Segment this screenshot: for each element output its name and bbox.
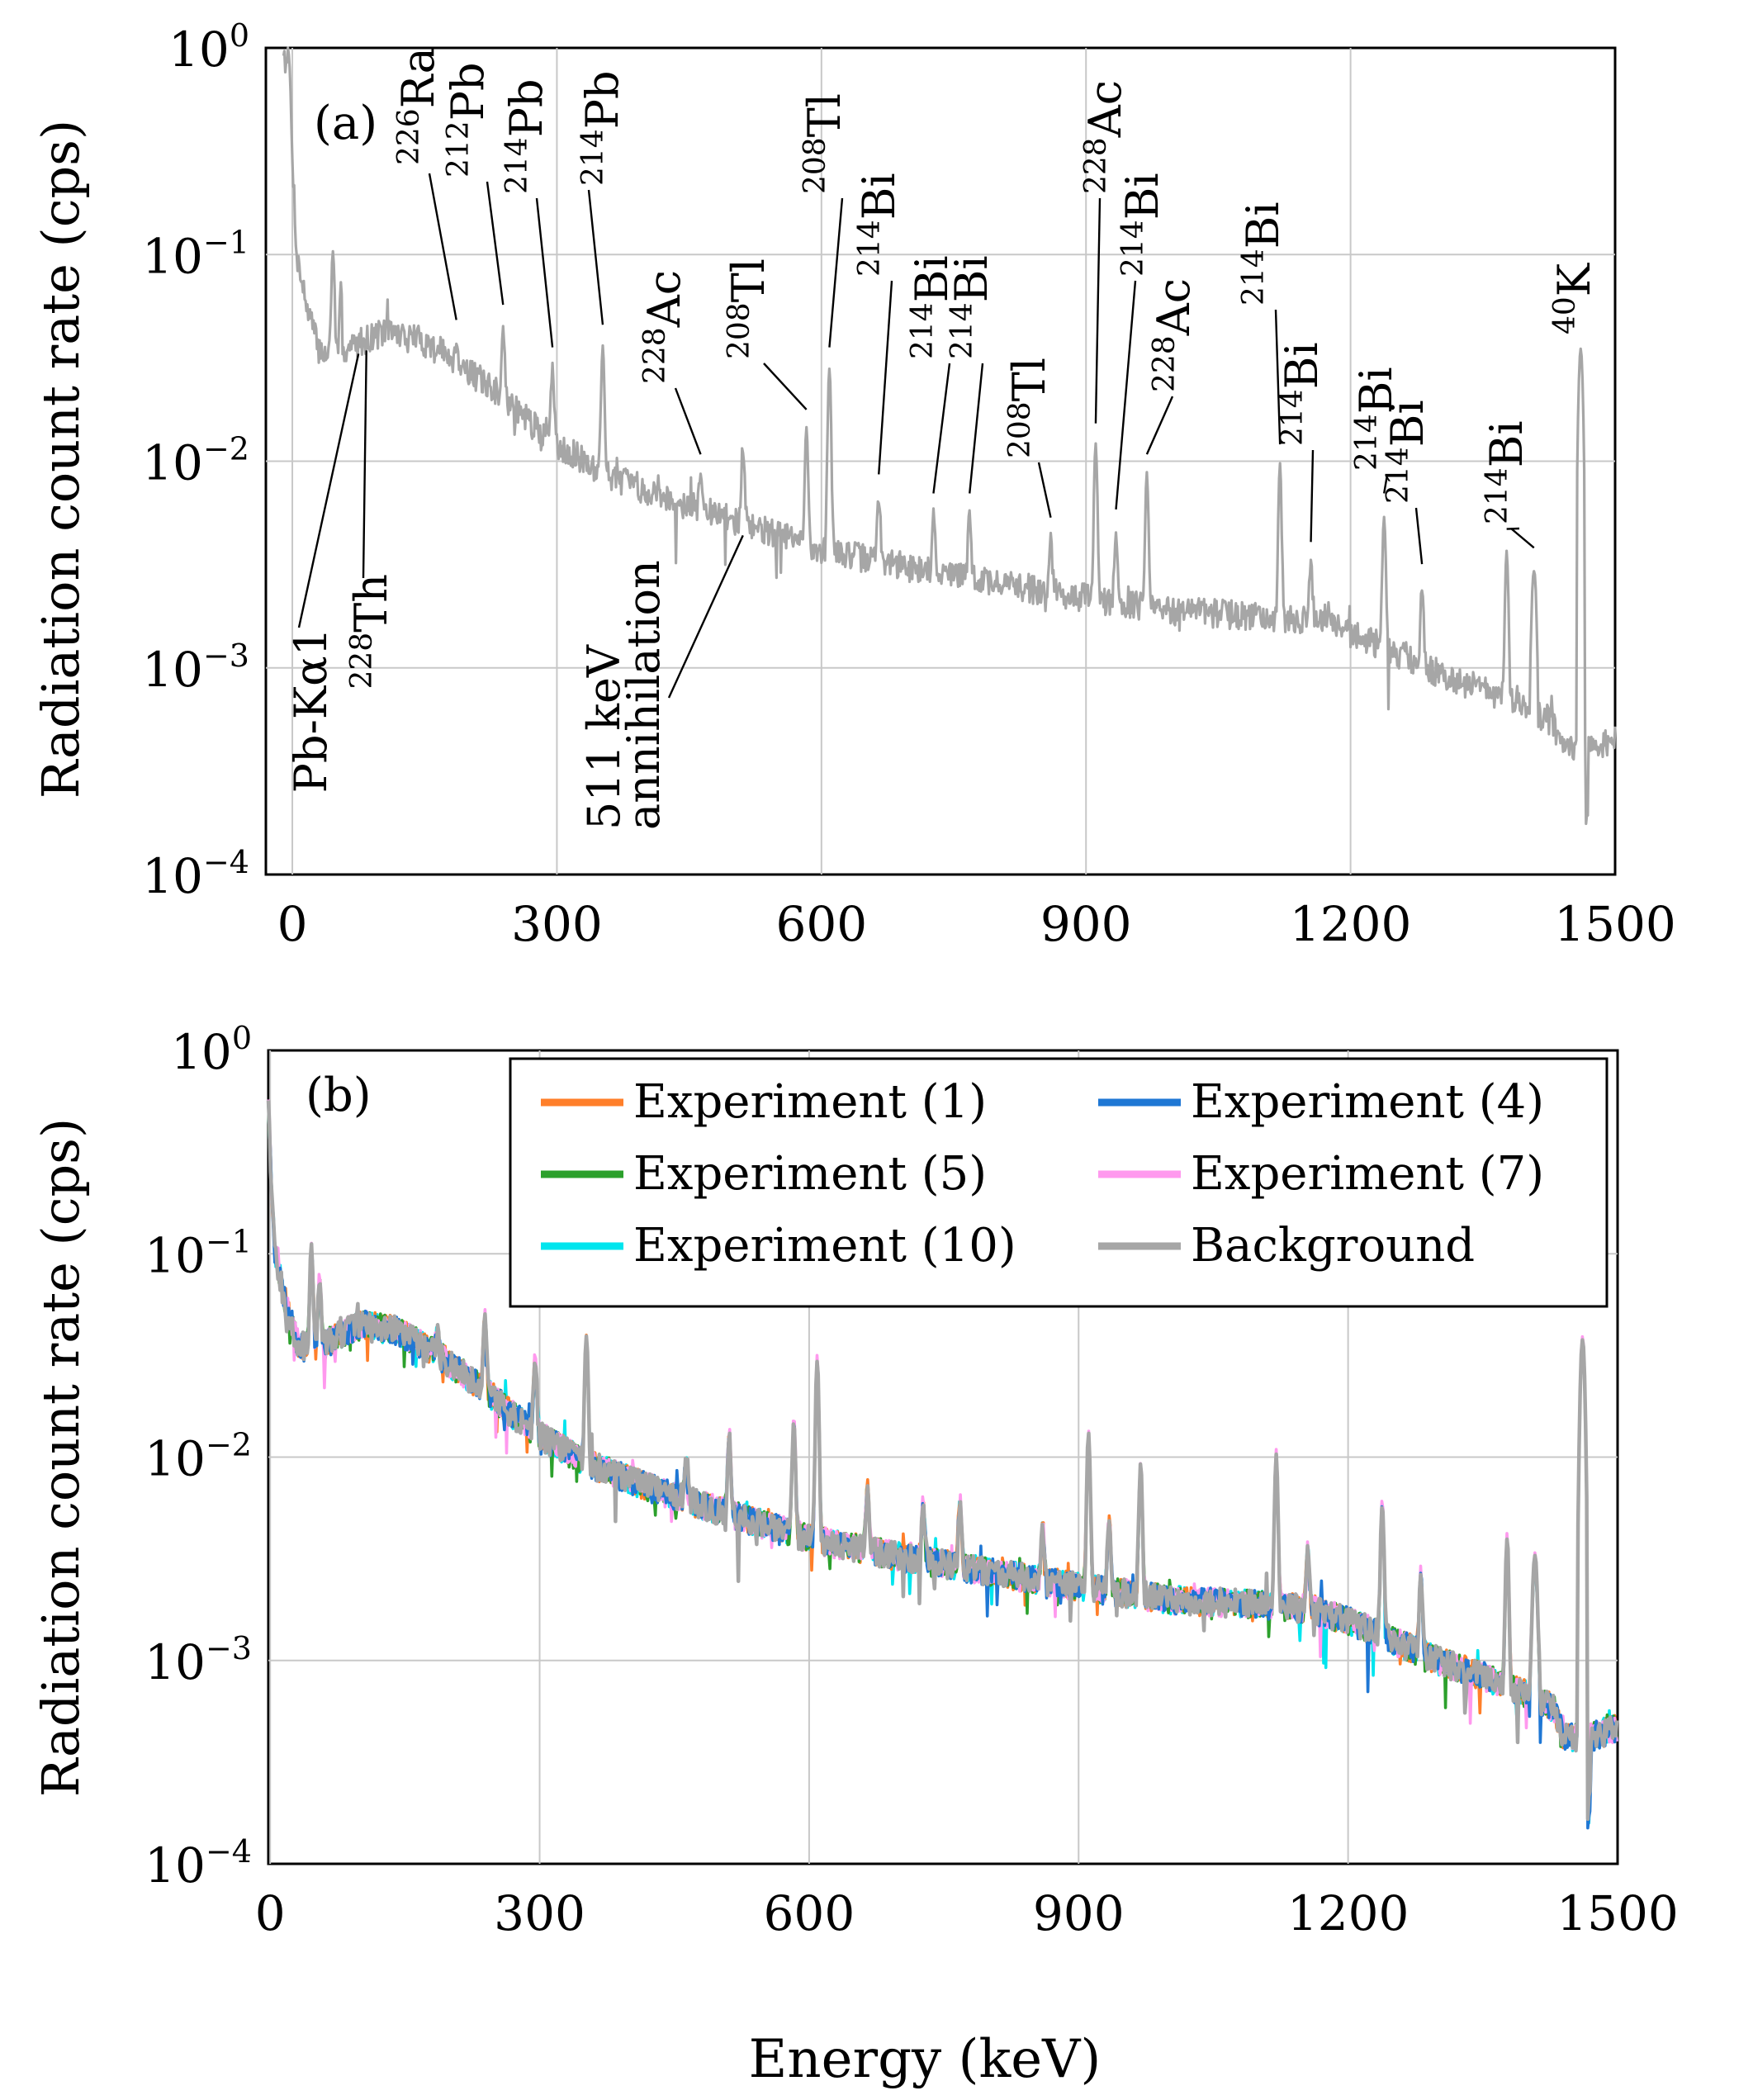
annotation-label-214bi: 214Bi — [853, 173, 905, 277]
panel-b-x-tick-labels: 0 300 600 900 1200 1500 — [255, 1885, 1679, 1941]
panel-b-x-tick-label: 900 — [1033, 1885, 1125, 1941]
legend-label: Experiment (4) — [1191, 1075, 1544, 1129]
annotation-leader-line — [878, 280, 893, 475]
annotation-leader-line — [1414, 507, 1424, 565]
panel-a-y-tick-label: 10−3 — [142, 638, 249, 698]
panel-b-chart: 100 10−1 10−2 10−3 10−4 0 300 600 900 1200 1500 (… — [31, 1020, 1679, 1941]
annotation-leader-line — [1037, 462, 1052, 519]
legend-label: Experiment (5) — [633, 1147, 987, 1201]
panel-b-x-tick-label: 1200 — [1287, 1885, 1410, 1941]
annotation-label-40k: 40K — [1548, 262, 1600, 334]
annotation-label-208tl: 208Tl — [798, 93, 850, 194]
annotation-leader-line — [428, 173, 457, 320]
legend-label: Experiment (7) — [1191, 1147, 1544, 1201]
annotation-label-214bi: 214Bi — [1276, 342, 1328, 446]
panel-b-y-tick-label: 10−2 — [145, 1427, 252, 1487]
panel-b-x-tick-label: 1500 — [1556, 1885, 1679, 1941]
annotation-label-214bi: 214Bi — [1381, 400, 1433, 504]
annotation-leader-line — [1094, 197, 1102, 424]
panel-b-x-tick-label: 0 — [255, 1885, 286, 1941]
panel-b-series-lines — [266, 1099, 1619, 1830]
annotation-label-214bi: 214Bi — [906, 255, 958, 359]
annotation-leader-line — [1310, 449, 1315, 543]
annotation-leader-line — [674, 387, 702, 455]
panel-a-x-tick-label: 600 — [775, 896, 867, 952]
annotation-leader-line — [1383, 474, 1389, 494]
annotation-label-228th: 228Th — [345, 574, 397, 690]
annotation-leader-line — [828, 197, 844, 348]
annotation-leader-line — [932, 363, 951, 494]
x-axis-title: Energy (keV) — [749, 2029, 1102, 2090]
annotation-label-214bi: 214Bi — [1481, 420, 1533, 524]
legend-label: Background — [1191, 1219, 1475, 1273]
panel-b-y-axis-title: Radiation count rate (cps) — [31, 1118, 91, 1797]
annotation-label-214pb: 214Pb — [500, 78, 552, 194]
annotation-label-228ac: 228Ac — [1079, 80, 1131, 194]
panel-b-y-tick-label: 100 — [171, 1020, 252, 1080]
annotation-label-214bi: 214Bi — [945, 255, 997, 359]
annotation-label-228ac: 228Ac — [638, 270, 690, 384]
annotation-leader-line — [1145, 396, 1174, 455]
panel-a-y-tick-label: 10−2 — [142, 431, 249, 491]
annotation-label-226ra: 226Ra — [392, 47, 444, 165]
annotation-leader-line — [763, 363, 808, 410]
legend-label: Experiment (10) — [633, 1219, 1016, 1273]
annotation-leader-line — [667, 534, 744, 699]
annotation-label-214bi: 214Bi — [1350, 367, 1402, 471]
panel-b-label: (b) — [306, 1069, 372, 1122]
legend-frame — [509, 1057, 1608, 1308]
annotation-leader-line — [486, 181, 505, 306]
panel-a-peak-annotations: Pb-Kα1 228Th226Ra212Pb214Pb214Pb228Ac511 … — [285, 47, 1600, 830]
annotation-label-214bi: 214Bi — [1237, 201, 1289, 306]
annotation-leader-line — [587, 189, 604, 325]
panel-b-x-tick-label: 300 — [494, 1885, 585, 1941]
annotation-leader-line — [1274, 309, 1282, 445]
annotation-label-pb-k-1: Pb-Kα1 — [285, 628, 337, 793]
panel-a-chart: 100 10−1 10−2 10−3 10−4 0 300 600 900 1200 1500 P… — [31, 17, 1676, 952]
annotation-label-208tl: 208Tl — [723, 258, 775, 359]
annotation-label-511-kev: 511 keVannihilation — [578, 560, 670, 830]
panel-a-x-tick-label: 900 — [1040, 896, 1132, 952]
panel-a-x-tick-labels: 0 300 600 900 1200 1500 — [277, 896, 1676, 952]
annotation-label-212pb: 212Pb — [442, 62, 494, 178]
panel-a-y-tick-label: 10−4 — [142, 844, 249, 904]
annotation-leader-line — [1510, 528, 1535, 549]
panel-a-y-tick-label: 10−1 — [142, 224, 249, 284]
annotation-leader-line — [297, 353, 360, 628]
annotation-leader-line — [535, 197, 554, 348]
panel-b-y-tick-label: 10−3 — [145, 1630, 252, 1690]
legend-label: Experiment (1) — [633, 1075, 987, 1129]
panel-b-y-tick-labels: 100 10−1 10−2 10−3 10−4 — [145, 1020, 252, 1894]
annotation-leader-line — [1115, 280, 1137, 510]
annotation-label-208tl: 208Tl — [1003, 358, 1055, 458]
panel-a-y-tick-labels: 100 10−1 10−2 10−3 10−4 — [142, 17, 249, 904]
panel-a-y-axis-title: Radiation count rate (cps) — [31, 120, 91, 799]
panel-b-y-tick-label: 10−4 — [145, 1833, 252, 1894]
panel-a-x-tick-label: 1500 — [1554, 896, 1676, 952]
panel-b-legend: Experiment (1) Experiment (4) Experiment (… — [509, 1057, 1608, 1308]
annotation-label-214bi: 214Bi — [1116, 173, 1168, 277]
panel-a-x-tick-label: 300 — [511, 896, 603, 952]
annotation-label-214pb: 214Pb — [576, 70, 628, 186]
panel-a-label: (a) — [314, 97, 377, 150]
panel-a-background-series-line — [282, 46, 1617, 826]
annotation-label-228ac: 228Ac — [1148, 278, 1200, 392]
panel-b-x-tick-label: 600 — [764, 1885, 855, 1941]
panel-a-x-tick-label: 0 — [277, 896, 308, 952]
series-line-background — [266, 1100, 1619, 1822]
annotation-leader-line — [969, 363, 984, 494]
panel-a-x-tick-label: 1200 — [1290, 896, 1412, 952]
panel-b-y-tick-label: 10−1 — [145, 1223, 252, 1283]
panel-a-y-tick-label: 100 — [168, 17, 249, 78]
annotation-leader-line — [362, 350, 367, 579]
